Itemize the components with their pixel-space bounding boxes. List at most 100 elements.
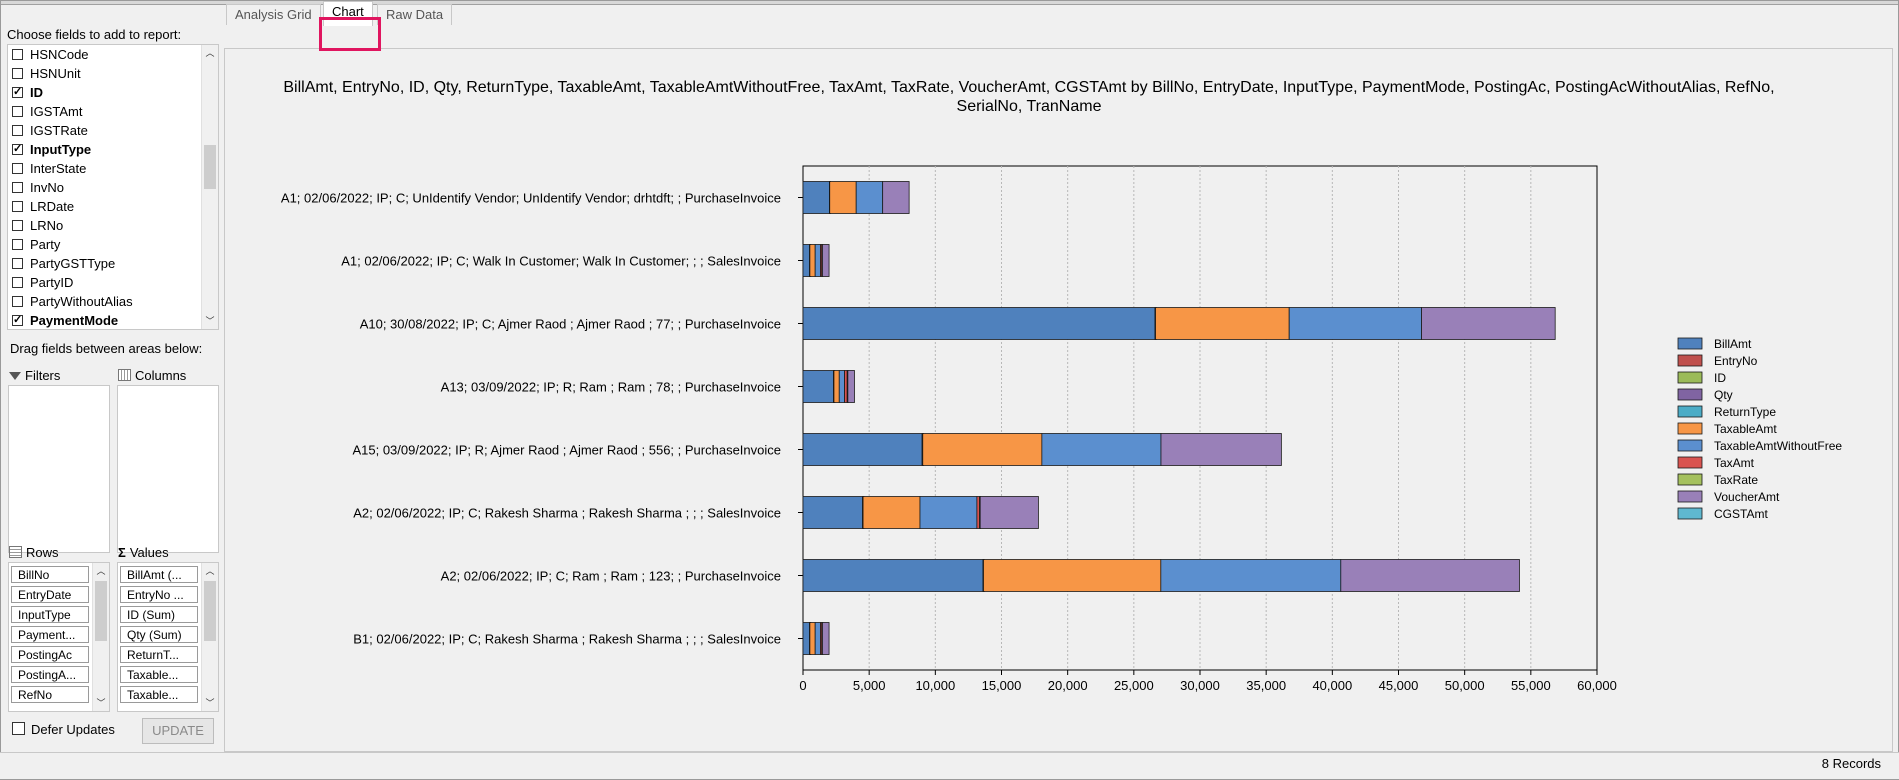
legend-swatch	[1677, 388, 1703, 401]
field-item-label: HSNUnit	[30, 66, 81, 81]
chart-title: BillAmt, EntryNo, ID, Qty, ReturnType, T…	[283, 79, 1775, 115]
scrollbar-thumb[interactable]	[204, 581, 216, 641]
checkbox-icon[interactable]	[12, 83, 23, 102]
field-item[interactable]: ID	[8, 83, 218, 102]
field-item-label: LRNo	[30, 218, 64, 233]
bar-segment-billamt	[802, 433, 923, 466]
checkbox-icon[interactable]	[12, 106, 23, 117]
rows-drop-area[interactable]: BillNo EntryDate InputType Payment... Postin…	[8, 562, 110, 712]
update-button[interactable]: UPDATE	[142, 718, 214, 744]
row-field-pill[interactable]: PostingAc	[11, 646, 89, 663]
bar-segment-taxableamtwithoutfree	[1160, 559, 1342, 592]
field-item[interactable]: InvNo	[8, 178, 218, 197]
values-scrollbar[interactable]: ︿ ﹀	[201, 563, 218, 711]
drag-fields-label: Drag fields between areas below:	[10, 341, 203, 356]
value-field-pill[interactable]: Qty (Sum)	[120, 626, 198, 643]
defer-updates-checkbox[interactable]: Defer Updates	[12, 722, 115, 737]
checkbox-icon[interactable]	[12, 201, 23, 212]
tab-analysis-grid[interactable]: Analysis Grid	[226, 4, 321, 25]
columns-drop-area[interactable]	[117, 385, 219, 553]
legend-swatch	[1677, 405, 1703, 418]
x-tick-label: 5,000	[853, 678, 886, 693]
checkbox-icon[interactable]	[12, 220, 23, 231]
field-item[interactable]: PartyWithoutAlias	[8, 292, 218, 311]
checkbox-icon[interactable]	[12, 296, 23, 307]
status-bar	[0, 752, 1899, 779]
bar-segment-taxableamtwithoutfree	[1288, 307, 1422, 340]
field-item[interactable]: LRNo	[8, 216, 218, 235]
field-list[interactable]: HSNCode HSNUnit ID IGSTAmt IGSTRate InputType…	[7, 44, 219, 330]
row-field-pill[interactable]: EntryDate	[11, 586, 89, 603]
legend-swatch	[1677, 422, 1703, 435]
scrollbar-thumb[interactable]	[204, 145, 216, 189]
scroll-up-icon[interactable]: ︿	[205, 48, 215, 58]
sigma-icon: Σ	[118, 545, 126, 560]
row-field-pill[interactable]: RefNo	[11, 686, 89, 703]
checkbox-icon[interactable]	[12, 125, 23, 136]
field-list-header: Choose fields to add to report:	[7, 27, 182, 42]
field-item[interactable]: HSNUnit	[8, 64, 218, 83]
scroll-up-icon[interactable]: ︿	[205, 566, 215, 576]
row-field-pill[interactable]: Payment...	[11, 626, 89, 643]
checkbox-icon[interactable]	[12, 49, 23, 60]
category-label: A2; 02/06/2022; IP; C; Ram ; Ram ; 123; …	[441, 569, 781, 584]
field-item[interactable]: InterState	[8, 159, 218, 178]
legend-swatch	[1677, 371, 1703, 384]
value-field-pill[interactable]: Taxable...	[120, 686, 198, 703]
value-field-pill[interactable]: BillAmt (...	[120, 566, 198, 583]
scroll-down-icon[interactable]: ﹀	[205, 698, 215, 708]
scrollbar-thumb[interactable]	[95, 581, 107, 641]
checkbox-icon[interactable]	[12, 311, 23, 329]
row-field-pill[interactable]: InputType	[11, 606, 89, 623]
checkbox-icon[interactable]	[12, 722, 25, 735]
bar-segment-taxableamtwithoutfree	[919, 496, 978, 529]
field-item[interactable]: LRDate	[8, 197, 218, 216]
category-label: A1; 02/06/2022; IP; C; Walk In Customer;…	[341, 254, 781, 269]
row-field-pill[interactable]: BillNo	[11, 566, 89, 583]
checkbox-icon[interactable]	[12, 140, 23, 159]
field-item[interactable]: HSNCode	[8, 45, 218, 64]
field-item[interactable]: PartyID	[8, 273, 218, 292]
field-list-scrollbar[interactable]: ︿ ﹀	[201, 45, 218, 329]
legend-swatch	[1677, 337, 1703, 350]
value-field-pill[interactable]: ReturnT...	[120, 646, 198, 663]
rows-scrollbar[interactable]: ︿ ﹀	[92, 563, 109, 711]
field-item-label: IGSTAmt	[30, 104, 83, 119]
scroll-down-icon[interactable]: ﹀	[96, 698, 106, 708]
checkbox-icon[interactable]	[12, 258, 23, 269]
legend-label: ReturnType	[1714, 405, 1776, 419]
values-area-label: Σ Values	[118, 545, 169, 560]
checkbox-icon[interactable]	[12, 239, 23, 250]
values-drop-area[interactable]: BillAmt (... EntryNo ... ID (Sum) Qty (Sum)…	[117, 562, 219, 712]
field-item[interactable]: InputType	[8, 140, 218, 159]
legend-label: CGSTAmt	[1714, 507, 1768, 521]
field-item[interactable]: IGSTRate	[8, 121, 218, 140]
field-item-label: PartyGSTType	[30, 256, 116, 271]
checkbox-icon[interactable]	[12, 163, 23, 174]
value-field-pill[interactable]: EntryNo ...	[120, 586, 198, 603]
value-field-pill[interactable]: Taxable...	[120, 666, 198, 683]
bar-segment-taxableamtwithoutfree	[855, 181, 884, 214]
field-item[interactable]: Party	[8, 235, 218, 254]
rows-icon	[9, 546, 22, 558]
x-tick-label: 40,000	[1312, 678, 1352, 693]
columns-icon	[118, 369, 131, 381]
checkbox-icon[interactable]	[12, 182, 23, 193]
checkbox-icon[interactable]	[12, 277, 23, 288]
x-tick-label: 0	[799, 678, 806, 693]
value-field-pill[interactable]: ID (Sum)	[120, 606, 198, 623]
filters-drop-area[interactable]	[8, 385, 110, 553]
field-item-label: IGSTRate	[30, 123, 88, 138]
bar-segment-voucheramt	[822, 622, 830, 655]
field-item[interactable]: PaymentMode	[8, 311, 218, 329]
field-item[interactable]: IGSTAmt	[8, 102, 218, 121]
scroll-down-icon[interactable]: ﹀	[205, 316, 215, 326]
columns-label-text: Columns	[135, 368, 187, 383]
tab-chart[interactable]: Chart	[323, 1, 373, 26]
scroll-up-icon[interactable]: ︿	[96, 566, 106, 576]
checkbox-icon[interactable]	[12, 68, 23, 79]
legend-label: TaxAmt	[1714, 456, 1755, 470]
tab-raw-data[interactable]: Raw Data	[377, 4, 453, 25]
field-item[interactable]: PartyGSTType	[8, 254, 218, 273]
row-field-pill[interactable]: PostingA...	[11, 666, 89, 683]
